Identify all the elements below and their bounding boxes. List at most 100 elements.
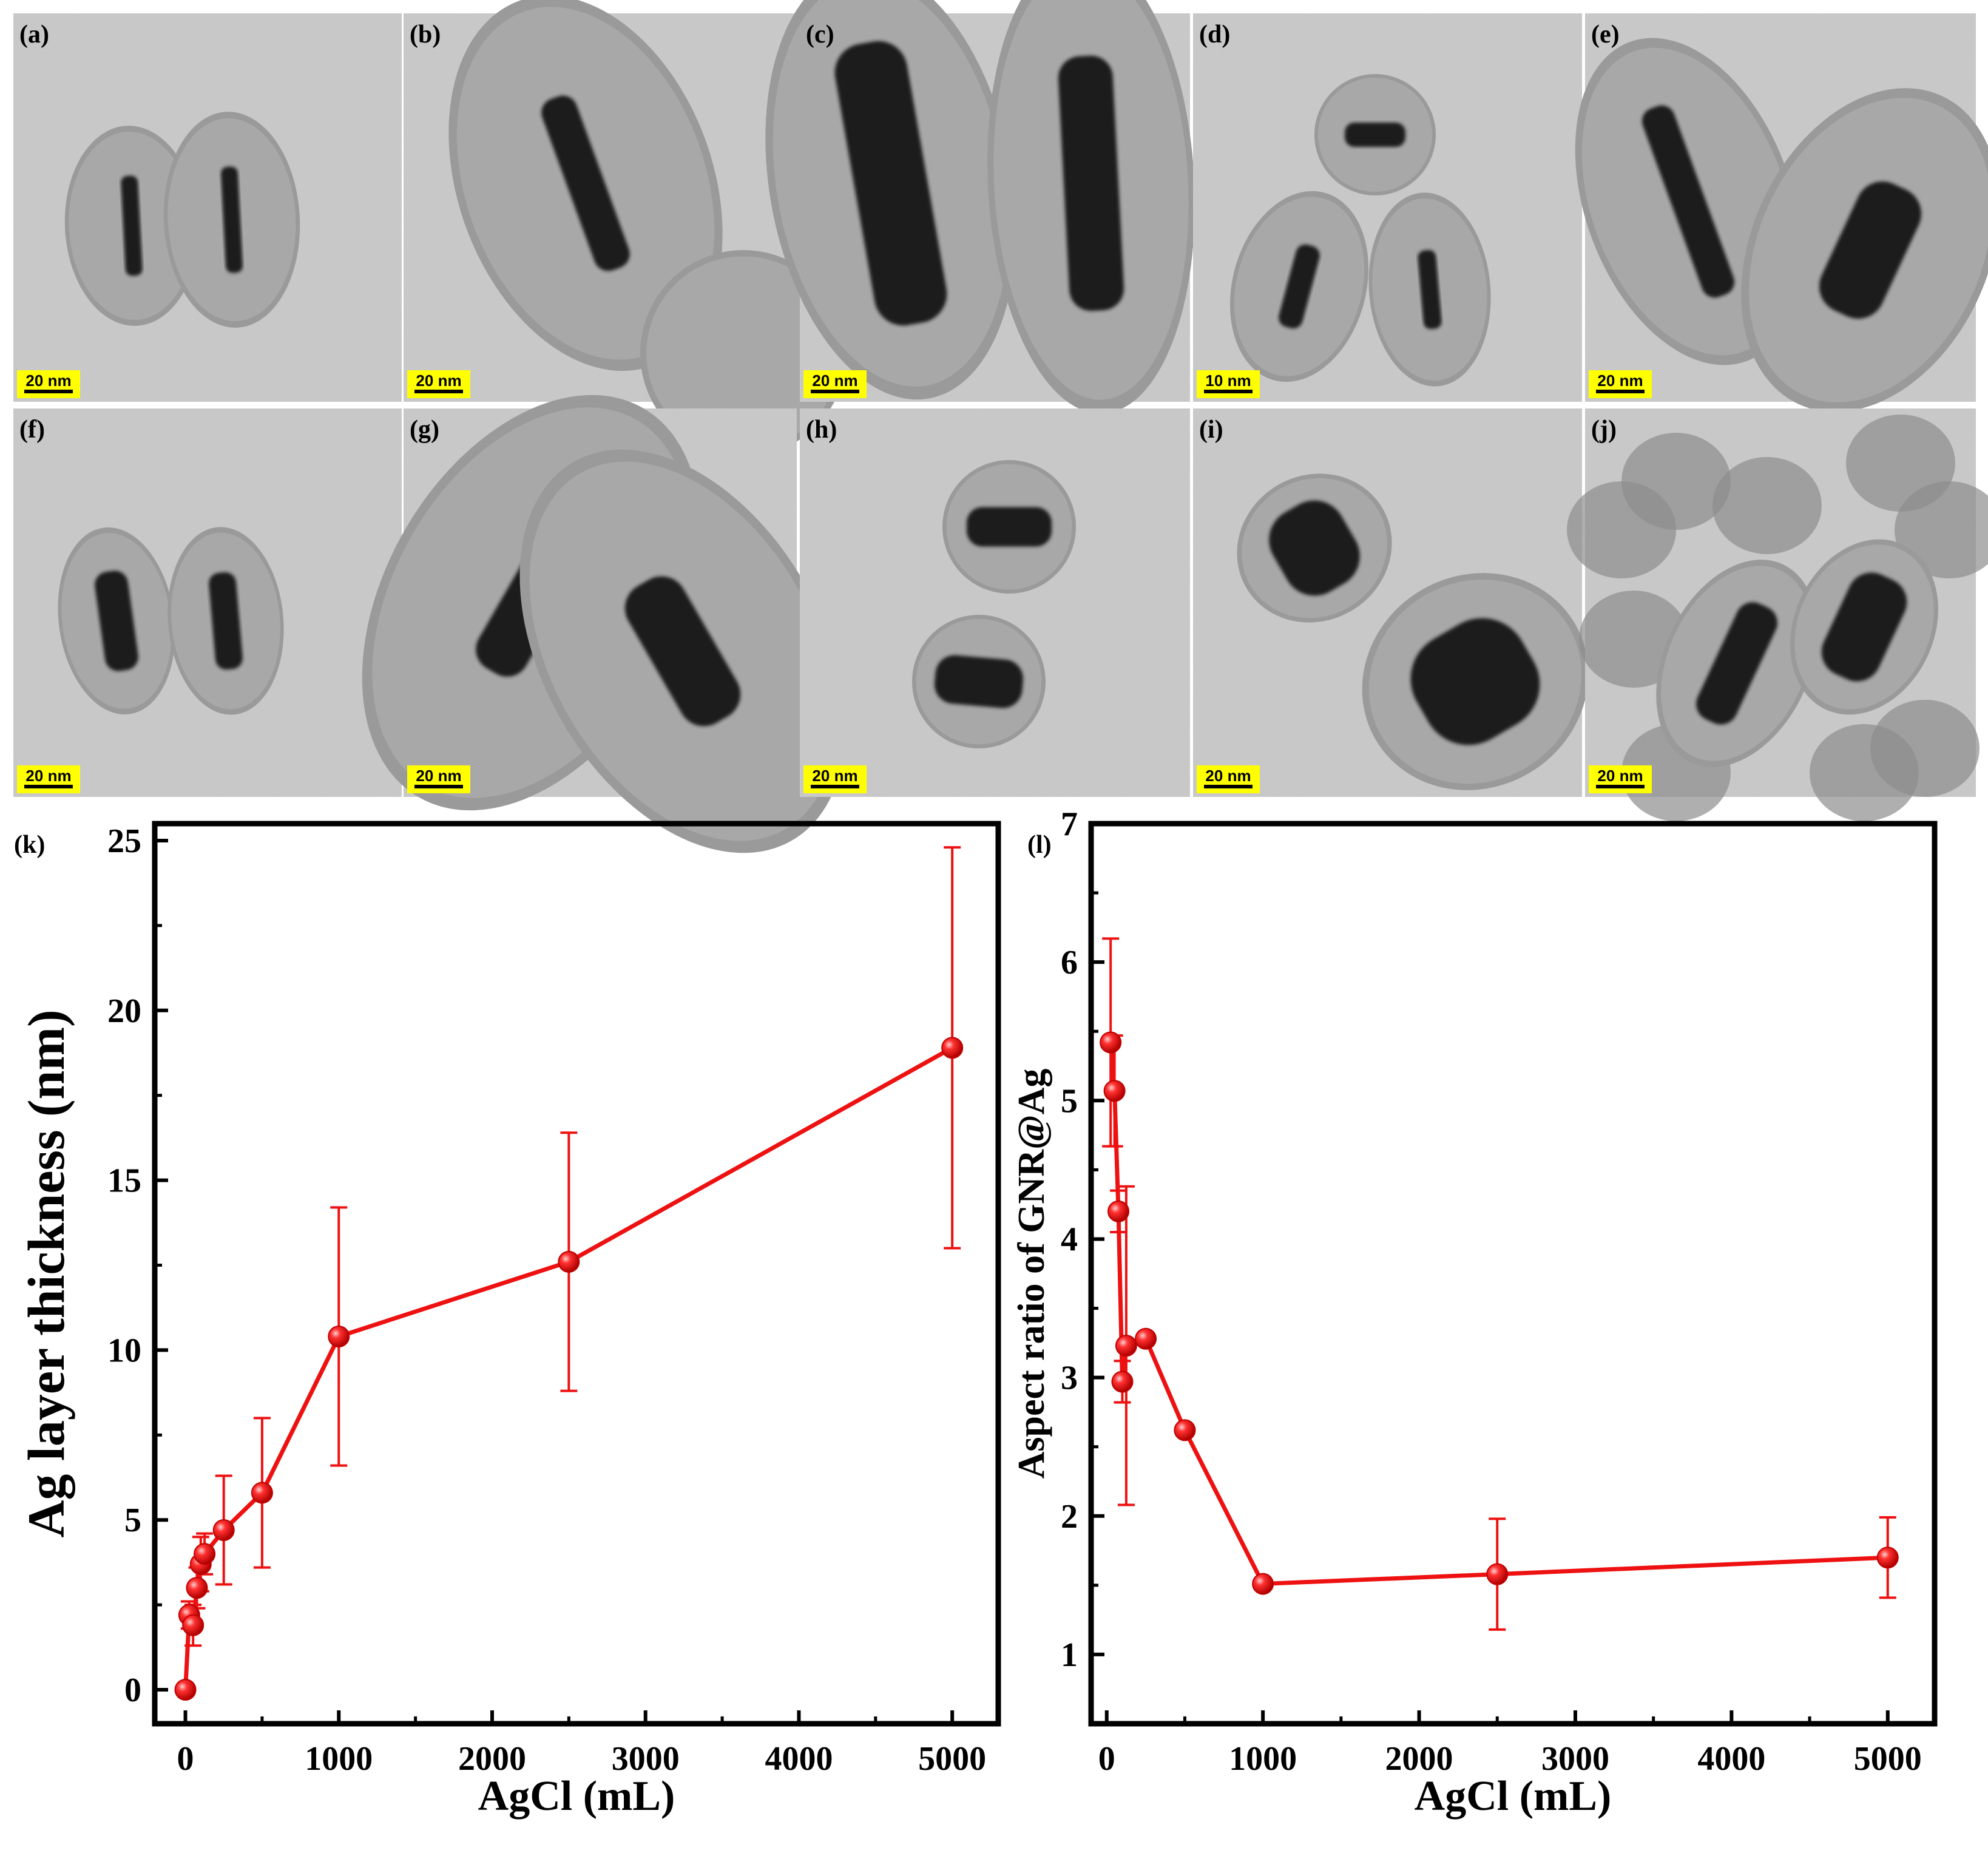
data-point <box>1876 1546 1899 1569</box>
chart-aspect-ratio: 0 1000 2000 3000 4000 5000 1 2 3 4 5 6 7 AgCl (mL) Asp… <box>1011 805 1938 1820</box>
nanorod-particle <box>1229 191 1369 382</box>
scale-bar-line <box>1204 785 1253 788</box>
background-particle <box>1810 724 1919 821</box>
data-point <box>186 1577 208 1599</box>
y-axis-title: Aspect ratio of GNR@Ag <box>1011 1069 1052 1479</box>
tem-panel: (e) 20 nm <box>1575 13 1988 412</box>
scale-bar-label: 20 nm <box>1597 371 1643 390</box>
data-point <box>182 1614 205 1636</box>
shell-inner <box>646 256 840 450</box>
gold-nanorod-core <box>1821 572 1907 682</box>
y-tick-label: 0 <box>124 1672 141 1709</box>
nanorod-particle <box>519 449 846 853</box>
x-tick-label: 2000 <box>1385 1740 1453 1778</box>
y-axis-title: Ag layer thickness (nm) <box>17 1009 75 1537</box>
tem-panel: (i) 20 nm <box>1193 408 1589 797</box>
y-tick-label: 5 <box>124 1502 141 1539</box>
tem-panel: (b) 20 nm <box>404 0 847 456</box>
scale-bar-box <box>1589 370 1652 398</box>
data-point <box>212 1519 235 1542</box>
gold-nanorod-core <box>209 572 243 670</box>
panel-label: (i) <box>1199 416 1223 444</box>
y-tick-label: 3 <box>1061 1360 1078 1397</box>
gold-nanorod-core <box>1819 181 1921 319</box>
nanorod-particle <box>1741 88 1988 412</box>
plot-frame <box>1088 821 1938 1727</box>
x-tick-label: 3000 <box>612 1740 680 1778</box>
scale-bar-box <box>407 370 470 398</box>
panel-label: (f) <box>19 416 45 444</box>
y-tick-label: 10 <box>107 1332 141 1369</box>
background-particle <box>1895 481 1988 578</box>
scale-bar-box <box>407 765 470 793</box>
tem-panel: (d) 10 nm <box>1193 13 1582 402</box>
scale-bar-label: 20 nm <box>25 767 71 785</box>
scale-bar-box <box>17 765 80 793</box>
scale-bar: 20 nm <box>803 370 867 398</box>
data-point <box>328 1326 350 1348</box>
scale-bar-box <box>1589 765 1652 793</box>
nanorod-particle <box>58 527 175 715</box>
y-tick-label: 5 <box>1061 1082 1078 1120</box>
nanorod-particle <box>448 0 723 371</box>
nanorod-particle <box>1314 74 1436 195</box>
gold-nanorod-core <box>95 571 138 671</box>
tem-image-grid: (a) 20 nm (b) 20 nm (c) 20 nm (d) 10 nm (e) 20 nm… <box>13 0 1988 853</box>
nanorod-particle <box>167 527 284 715</box>
x-tick-label: 3000 <box>1541 1740 1609 1778</box>
y-tick-label: 15 <box>107 1162 141 1200</box>
x-tick-label: 5000 <box>918 1740 986 1778</box>
scale-bar-label: 20 nm <box>25 371 71 390</box>
y-tick-label: 6 <box>1061 944 1078 981</box>
x-axis-title: AgCl (mL) <box>478 1773 675 1820</box>
panel-label: (h) <box>806 416 837 444</box>
series-line <box>1108 1042 1888 1587</box>
gold-nanorod-core <box>121 175 143 276</box>
nanorod-particle <box>163 112 300 328</box>
scale-bar-line <box>811 785 859 788</box>
nanorod-particle <box>1362 573 1589 790</box>
gold-nanorod-core <box>1058 55 1124 311</box>
nanorod-particle <box>1575 38 1802 365</box>
background-particle <box>1567 481 1676 578</box>
gold-nanorod-core <box>1410 618 1540 745</box>
scale-bar: 20 nm <box>1589 370 1652 398</box>
panel-label: (d) <box>1199 21 1230 49</box>
plot-frame <box>152 821 1001 1727</box>
y-tick-label: 20 <box>107 992 141 1030</box>
gold-nanorod-core <box>1279 244 1320 329</box>
panel-label: (c) <box>806 21 834 49</box>
data-point <box>1111 1370 1134 1393</box>
scale-bar-box <box>803 765 867 793</box>
tem-panel: (f) 20 nm <box>13 408 402 797</box>
panel-label: (k) <box>14 831 45 859</box>
data-point <box>174 1679 197 1701</box>
tem-panel: (c) 20 nm <box>765 0 1195 414</box>
gold-nanorod-core <box>934 655 1024 708</box>
data-point <box>1174 1419 1196 1441</box>
y-tick-label: 7 <box>1061 805 1078 843</box>
scale-bar: 20 nm <box>407 765 470 793</box>
background-particle <box>1712 457 1822 554</box>
scale-bar-line <box>1204 390 1253 393</box>
panel-label: (b) <box>410 21 441 49</box>
nanorod-particle <box>912 615 1046 748</box>
gold-nanorod-core <box>221 166 243 273</box>
x-tick-label: 0 <box>177 1740 194 1778</box>
scale-bar: 20 nm <box>1589 765 1652 793</box>
nanorod-particle <box>1237 473 1392 623</box>
panel-label: (l) <box>1027 831 1052 859</box>
scale-bar-label: 20 nm <box>812 371 857 390</box>
chart-ag-layer-thickness: 0 1000 2000 3000 4000 5000 0 5 10 15 20 25 AgCl (mL)… <box>14 821 1001 1820</box>
data-point <box>1486 1563 1509 1585</box>
x-tick-label: 4000 <box>765 1740 833 1778</box>
gold-nanorod-core <box>1269 500 1360 596</box>
scale-bar-line <box>1596 390 1645 393</box>
data-point <box>1103 1080 1126 1102</box>
gold-nanorod-core <box>967 507 1052 547</box>
data-point <box>1107 1200 1130 1222</box>
data-point <box>941 1037 964 1059</box>
scale-bar-line <box>24 390 73 393</box>
scale-bar-box <box>803 370 867 398</box>
scale-bar: 20 nm <box>17 765 80 793</box>
